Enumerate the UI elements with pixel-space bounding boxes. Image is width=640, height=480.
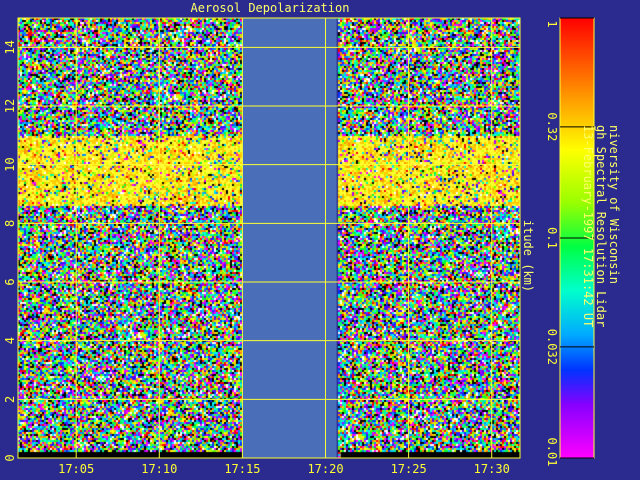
info-line-2: gh Spectral Resolution Lidar	[594, 125, 608, 328]
y-tick-label: 0	[3, 454, 17, 461]
y-axis-label: itude (km)	[521, 219, 535, 293]
y-tick-label: 14	[3, 40, 17, 54]
y-tick-label: 12	[3, 99, 17, 113]
y-tick-label: 6	[3, 278, 17, 285]
colorbar-tick-label: 0.01	[545, 438, 559, 467]
x-tick-label: 17:20	[307, 462, 343, 476]
plot-frame	[17, 17, 521, 459]
x-tick-label: 17:25	[391, 462, 427, 476]
x-tick-label: 17:15	[224, 462, 260, 476]
chart-title: Aerosol Depolarization	[190, 1, 350, 15]
x-tick-label: 17:10	[141, 462, 177, 476]
y-tick-label: 2	[3, 396, 17, 403]
y-tick-label: 10	[3, 157, 17, 171]
no-data-region	[242, 18, 337, 458]
info-line-3: 13-February-1997 17:31:42 UT	[581, 125, 595, 328]
info-line-1: niversity of Wisconsin	[607, 125, 621, 284]
y-tick-label: 8	[3, 220, 17, 227]
x-tick-label: 17:30	[474, 462, 510, 476]
instrument-info: niversity of Wisconsin gh Spectral Resol…	[581, 125, 621, 328]
x-tick-label: 17:05	[58, 462, 94, 476]
colorbar-tick-label: 0.1	[545, 227, 559, 249]
colorbar-tick-label: 0.032	[545, 329, 559, 365]
colorbar-tick-label: 1	[545, 20, 559, 27]
colorbar-tick-label: 0.32	[545, 112, 559, 141]
y-tick-label: 4	[3, 337, 17, 344]
